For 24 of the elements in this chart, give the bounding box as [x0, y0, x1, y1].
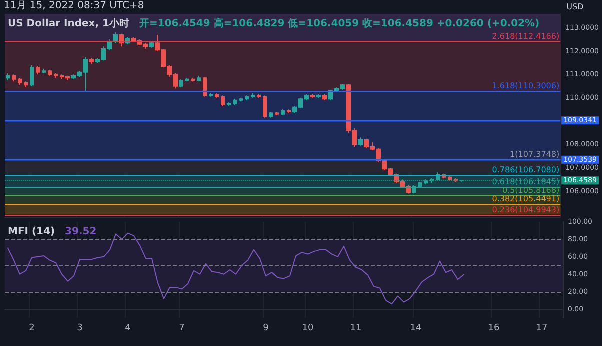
ref-line-label: 2.618(112.4166) [492, 32, 560, 42]
x-tick-label: 4 [125, 324, 132, 334]
text: 11月 15, 2022 08:37 UTC+8 [4, 0, 144, 12]
ref-line-label: 1(107.3748) [510, 150, 560, 159]
x-tick-label: 7 [179, 324, 185, 334]
x-tick-label: 16 [488, 324, 500, 334]
ref-line-label: 1.618(110.3006) [492, 82, 560, 90]
ref-line-label: 0.786(106.7080) [492, 165, 560, 174]
x-tick-label: 17 [536, 324, 548, 334]
chart-title: US Dollar Index, 1小时 [8, 18, 130, 30]
x-tick-label: 3 [77, 324, 83, 334]
x-tick-label: 14 [410, 324, 422, 334]
annotation: 39.52 [65, 226, 97, 238]
x-tick-label: 9 [263, 324, 270, 334]
chart-subtitle: 开=106.4549 高=106.4829 低=106.4059 收=106.4589 +0.0260 (+0.02%) [138, 18, 540, 30]
ref-line-label: 0.382(105.4491) [492, 194, 560, 204]
ref-line-label: 0.236(104.9943) [492, 205, 560, 214]
x-tick-label: 11 [350, 324, 362, 334]
x-tick-label: 2 [29, 324, 35, 334]
ref-line-label: 0.5(105.8168) [502, 186, 560, 196]
y-axis-title: USD [566, 2, 584, 12]
x-tick-label: 10 [302, 324, 314, 334]
chart-title: MFI (14) [8, 226, 56, 238]
ref-line-label: 0.618(106.1845) [492, 178, 560, 187]
